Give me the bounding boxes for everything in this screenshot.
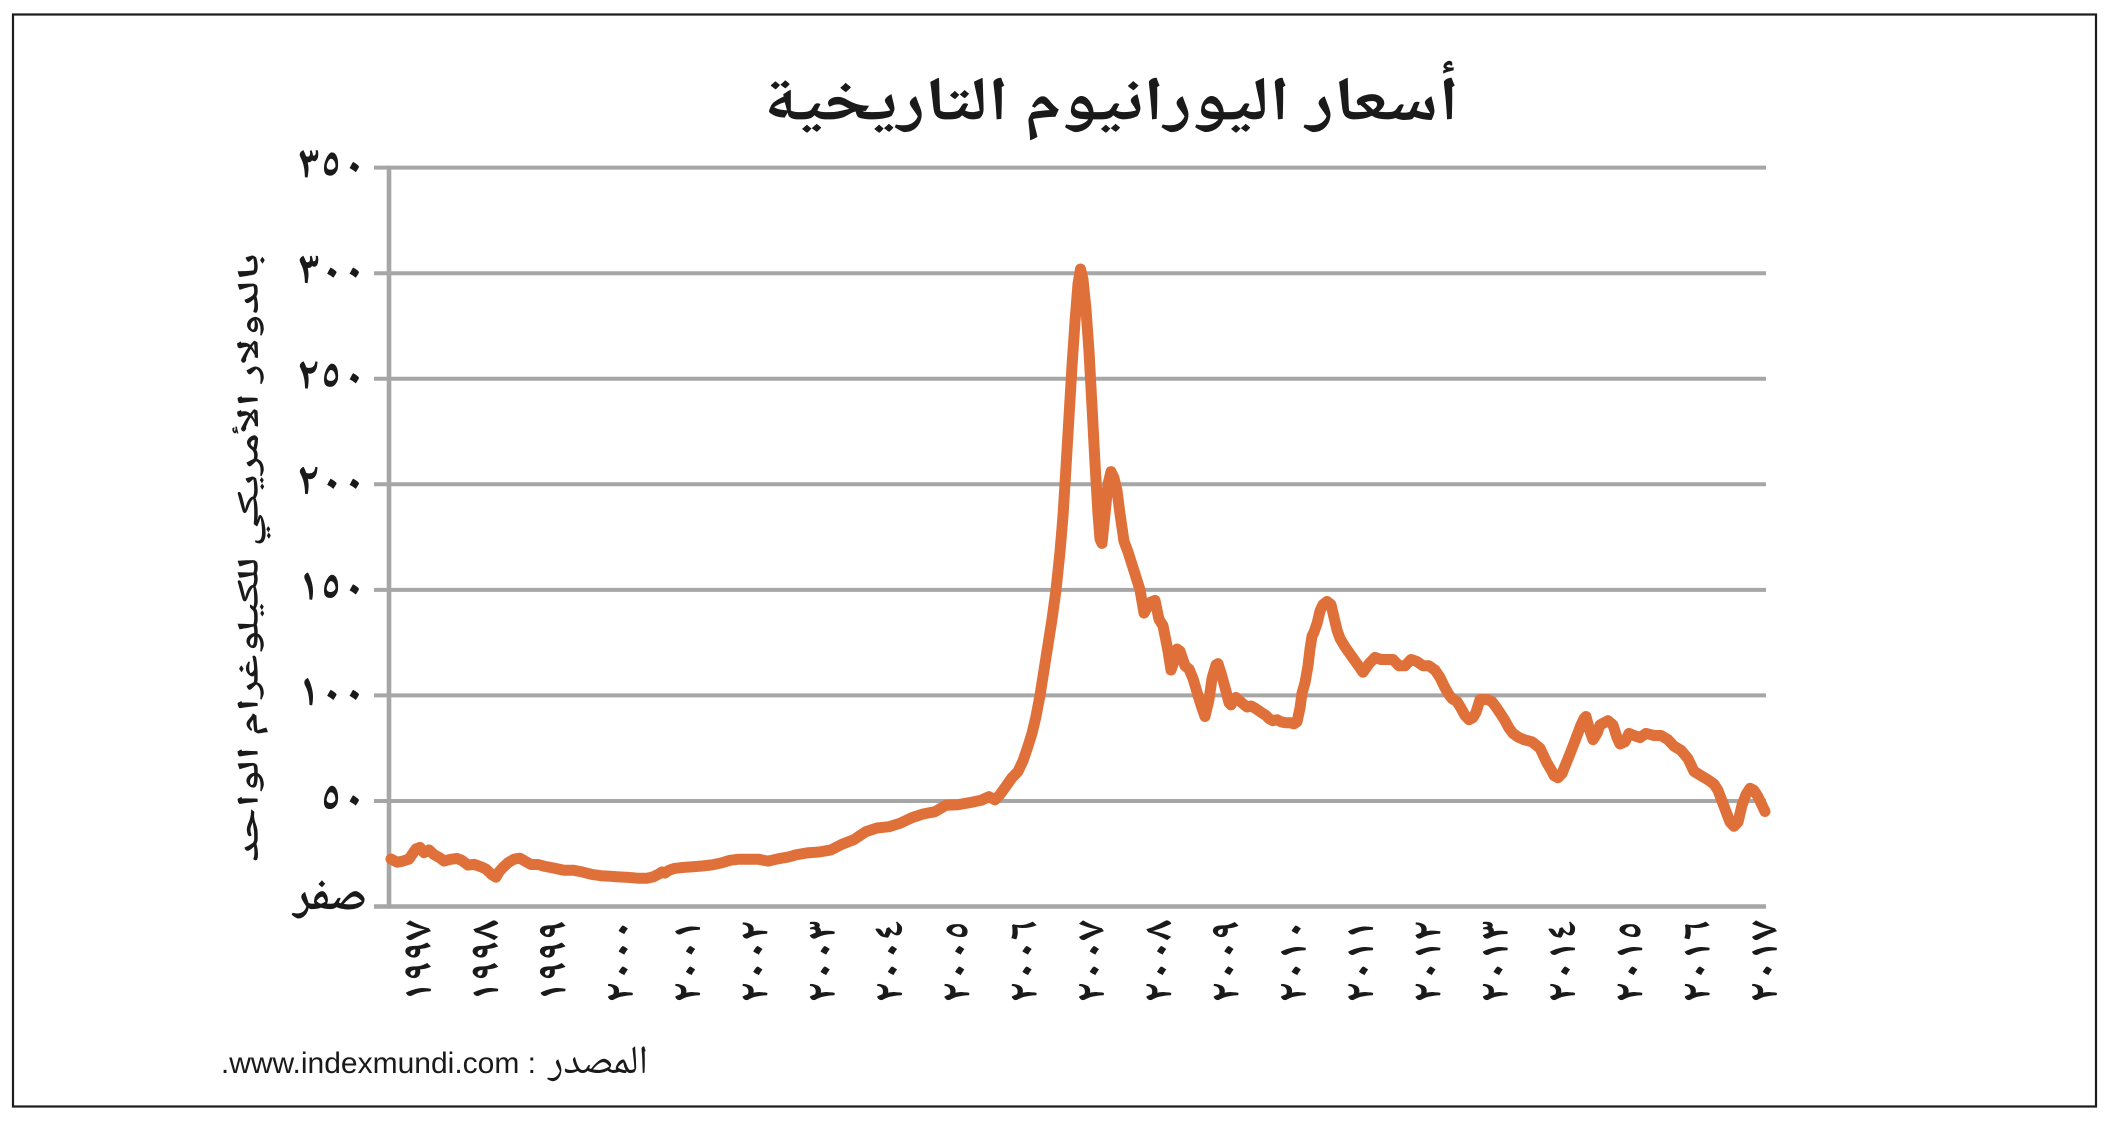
svg-text:.www.indexmundi.com :: .www.indexmundi.com : [221, 1047, 536, 1080]
